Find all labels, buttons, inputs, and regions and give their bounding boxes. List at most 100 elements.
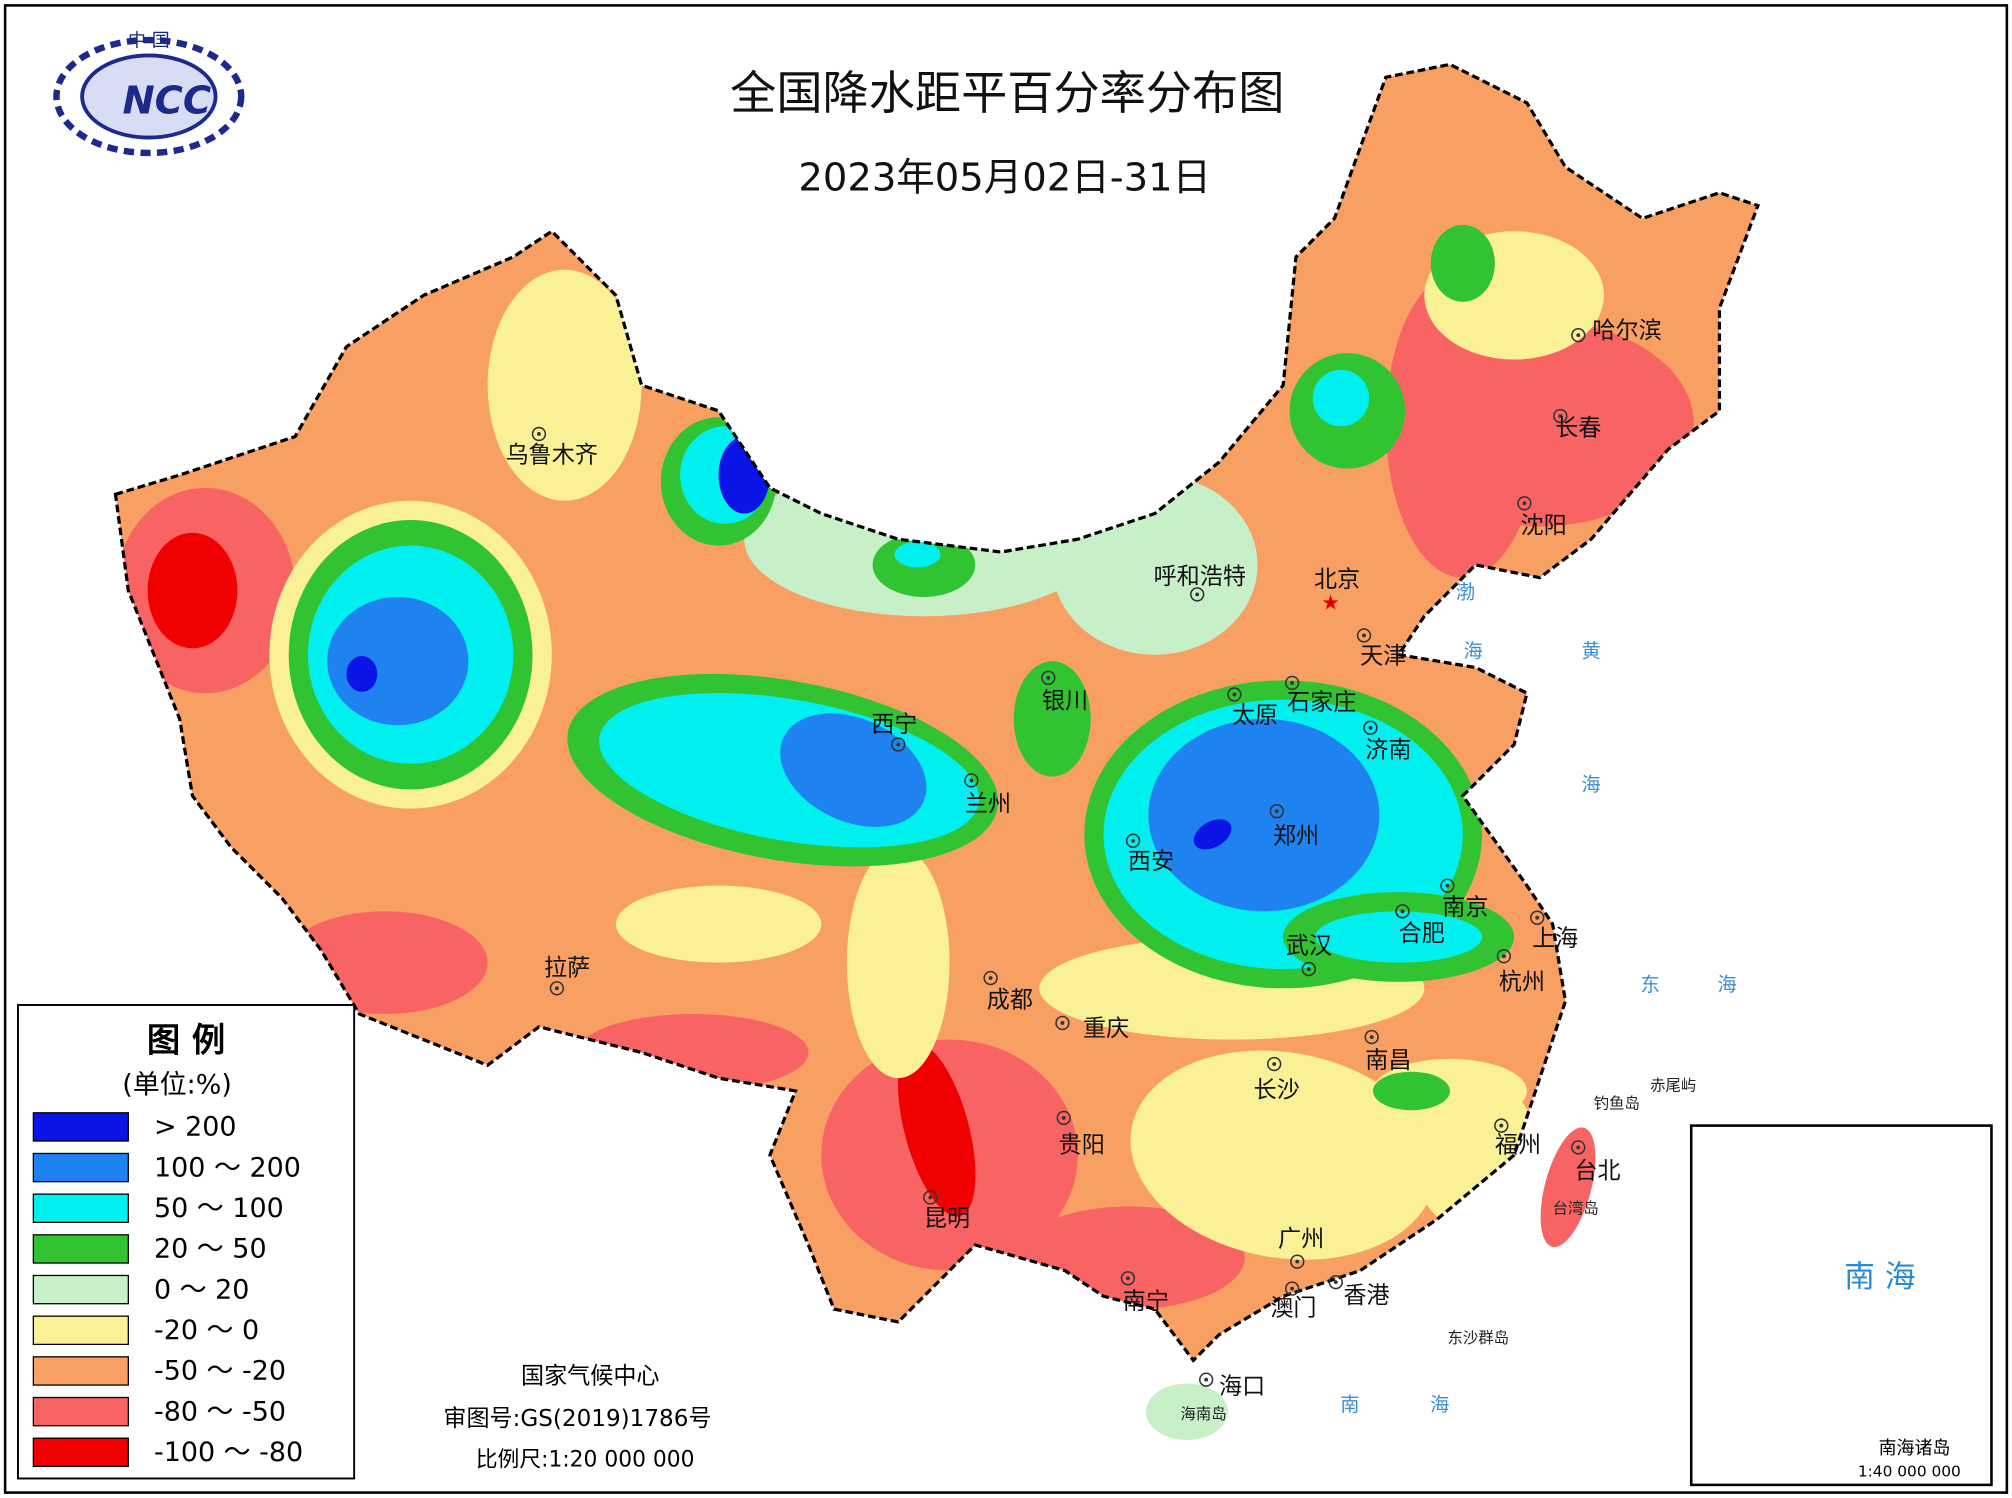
title: 全国降水距平百分率分布图 [730, 66, 1284, 120]
city-marker [1269, 804, 1284, 819]
city-marker [928, 1195, 933, 1200]
legend-label: 0 ～ 20 [154, 1274, 249, 1305]
precip-zone [147, 532, 238, 649]
precip-zone [1013, 661, 1091, 777]
sea-label: 海 [1430, 1393, 1449, 1416]
city-marker [1272, 1062, 1277, 1066]
city-marker [1055, 1015, 1070, 1031]
city-label: 南京 [1442, 895, 1488, 921]
city-label: 西宁 [871, 712, 917, 738]
city-marker [1290, 1286, 1295, 1291]
city-marker [1368, 725, 1373, 730]
city-marker [891, 737, 906, 752]
legend-label: > 200 [154, 1112, 237, 1143]
city-marker [1576, 1145, 1581, 1150]
legend-label: 50 ～ 100 [154, 1193, 284, 1224]
city-marker [1290, 1254, 1305, 1269]
city-marker [1501, 954, 1506, 959]
inset-caption: 南海诸岛 [1879, 1438, 1951, 1459]
city-marker [969, 778, 974, 783]
precip-zone [894, 541, 941, 568]
capital-marker: ★ [1321, 590, 1339, 614]
city-marker [1499, 1123, 1504, 1128]
city-label: 长春 [1555, 415, 1601, 441]
precip-zone [1148, 718, 1380, 912]
city-label: 银川 [1042, 689, 1088, 715]
city-marker [1395, 904, 1410, 919]
precip-zone [1130, 1050, 1436, 1260]
legend: > 200 100 ～ 200 50 ～ 100 20 ～ 50 0 ～ 20 -20 ～… [32, 1112, 303, 1468]
china-map [113, 62, 1824, 1440]
city-label: 沈阳 [1521, 513, 1567, 539]
city-label: 天津 [1360, 644, 1406, 670]
logo-text: NCC [122, 78, 211, 123]
precip-zone [780, 713, 927, 827]
precip-zone [346, 655, 378, 692]
legend-swatch [32, 1193, 129, 1224]
city-marker [1328, 1274, 1343, 1290]
city-marker [923, 1190, 938, 1205]
inset-title: 南 海 [1844, 1259, 1915, 1295]
city-marker [1496, 949, 1512, 964]
city-label: 哈尔滨 [1592, 318, 1661, 344]
city-marker [1494, 1118, 1509, 1133]
city-label: 长沙 [1254, 1077, 1300, 1103]
city-marker [537, 432, 541, 436]
city-label: 成都 [987, 988, 1033, 1014]
city-label: 贵阳 [1059, 1133, 1105, 1159]
city-marker [1232, 692, 1237, 697]
city-label: 石家庄 [1287, 690, 1356, 716]
legend-label: -50 ～ -20 [154, 1356, 286, 1387]
city-label: 济南 [1365, 737, 1411, 763]
legend-swatch [32, 1234, 129, 1264]
city-marker [1535, 915, 1540, 920]
city-label: 西安 [1128, 849, 1174, 875]
city-marker [1571, 327, 1586, 343]
legend-label: -20 ～ 0 [154, 1315, 259, 1346]
city-marker [1041, 670, 1056, 685]
city-label: 南昌 [1365, 1048, 1411, 1074]
city-marker [1195, 592, 1200, 597]
city-marker [983, 970, 998, 986]
city-marker [1400, 909, 1405, 914]
precip-zone [897, 1042, 976, 1217]
city-marker [1576, 333, 1581, 338]
precip-zone [1430, 224, 1495, 302]
hainan [1145, 1383, 1228, 1440]
city-label: 乌鲁木齐 [506, 442, 598, 468]
precip-zone [615, 885, 822, 963]
footer-org: 国家气候中心 [521, 1364, 659, 1390]
city-marker [1266, 1056, 1282, 1072]
city-marker [1046, 675, 1051, 680]
border [113, 62, 1761, 1363]
city-marker [1056, 1110, 1071, 1126]
sea-label: 渤 [1456, 581, 1475, 604]
legend-swatch [32, 1437, 129, 1468]
legend-label: -100 ～ -80 [154, 1437, 303, 1468]
legend-swatch [32, 1396, 129, 1427]
city-marker [1530, 910, 1545, 925]
city-marker [1558, 414, 1563, 418]
taiwan [1540, 1127, 1596, 1247]
logo: 中 国 NCC [53, 30, 245, 157]
city-marker [1290, 680, 1295, 685]
precip-zone [327, 596, 469, 726]
place-label: 海南岛 [1181, 1405, 1227, 1423]
place-label: 东沙群岛 [1447, 1329, 1509, 1347]
city-marker [1362, 633, 1366, 638]
city-marker [1284, 1281, 1300, 1296]
logo-top: 中 国 [128, 30, 170, 51]
city-marker [1060, 1021, 1065, 1025]
city-marker [1284, 675, 1300, 691]
city-marker [1274, 809, 1279, 814]
precip-zone [846, 847, 950, 1079]
city-label: 广州 [1278, 1226, 1324, 1252]
city-label: 武汉 [1286, 934, 1332, 960]
city-marker [1295, 1259, 1300, 1264]
city-marker [964, 773, 979, 788]
legend-label: 20 ～ 50 [154, 1234, 267, 1265]
city-label: 海口 [1219, 1374, 1265, 1400]
city-label: 香港 [1343, 1283, 1389, 1309]
